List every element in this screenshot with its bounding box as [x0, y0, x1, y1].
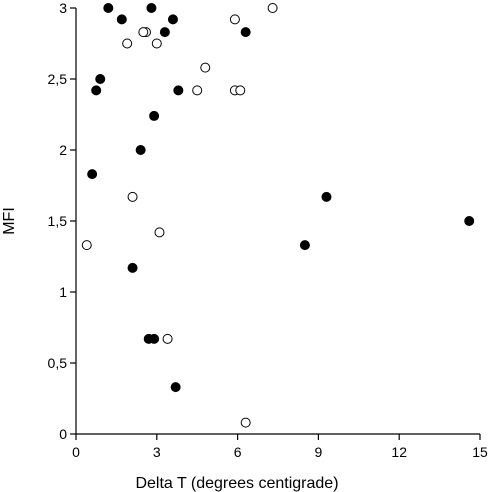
filled-data-point: [159, 27, 170, 38]
filled-data-point: [91, 85, 102, 96]
filled-data-point: [149, 110, 160, 121]
y-tick-label: 1,5: [48, 213, 68, 229]
filled-data-point: [103, 3, 114, 13]
filled-data-point: [167, 14, 178, 25]
x-axis-title: Delta T (degrees centigrade): [135, 475, 338, 492]
open-data-point: [240, 417, 251, 428]
open-data-point: [235, 85, 246, 96]
filled-data-point: [135, 145, 146, 155]
y-tick-label: 1: [59, 284, 67, 300]
x-tick-label: 3: [153, 444, 161, 460]
y-tick-label: 2: [59, 142, 67, 158]
y-tick-label: 2,5: [48, 71, 68, 87]
y-axis-title: MFI: [1, 207, 18, 235]
plot-area: [81, 3, 475, 428]
open-data-point: [127, 191, 138, 202]
filled-data-point: [170, 382, 181, 393]
filled-data-point: [173, 85, 184, 96]
open-data-point: [162, 333, 173, 344]
x-tick-label: 15: [472, 444, 488, 460]
filled-data-point: [299, 240, 310, 251]
x-tick-label: 0: [72, 444, 80, 460]
filled-data-point: [149, 333, 160, 344]
filled-data-point: [321, 191, 332, 202]
open-data-point: [267, 3, 278, 13]
open-data-point: [138, 27, 149, 38]
x-tick-label: 6: [234, 444, 242, 460]
open-data-point: [154, 227, 165, 238]
y-tick-label: 0,5: [48, 355, 68, 371]
filled-data-point: [464, 216, 475, 226]
x-tick-label: 12: [391, 444, 407, 460]
open-data-point: [200, 62, 211, 73]
open-data-point: [81, 240, 92, 251]
open-data-point: [151, 38, 162, 49]
axes: 0 0,5 1 1,5 2 2,5 3 0 3 6 9 12 15: [48, 0, 488, 460]
filled-data-point: [95, 74, 106, 84]
open-data-point: [192, 85, 203, 96]
y-tick-label: 3: [59, 0, 67, 16]
filled-data-point: [146, 3, 157, 13]
filled-data-point: [116, 14, 127, 25]
filled-data-point: [87, 169, 98, 180]
x-tick-label: 9: [315, 444, 323, 460]
filled-data-point: [240, 27, 251, 38]
open-data-point: [122, 38, 133, 49]
filled-data-point: [127, 262, 138, 273]
y-tick-label: 0: [59, 426, 67, 442]
open-data-point: [229, 14, 240, 25]
